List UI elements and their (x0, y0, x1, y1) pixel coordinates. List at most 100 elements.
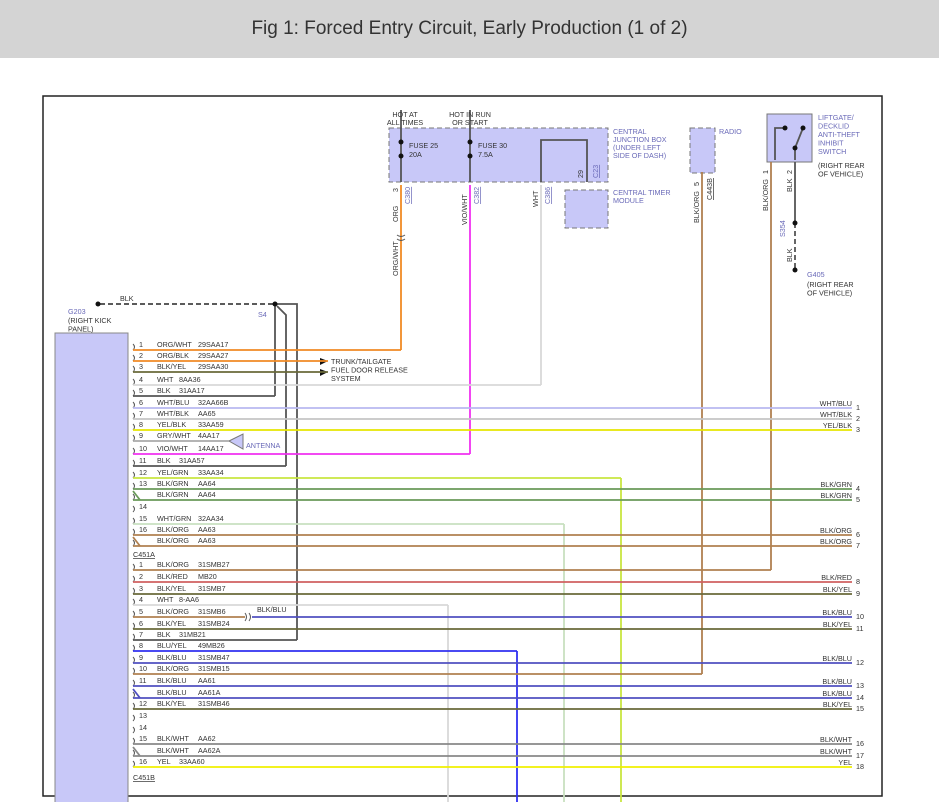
c380-pin: 3 (391, 188, 400, 192)
right-wire-color: BLK/YEL (823, 585, 852, 594)
trunk-release-label: TRUNK/TAILGATE (331, 357, 392, 366)
wire-color: BLU/YEL (157, 641, 187, 650)
right-pin-number: 6 (856, 530, 860, 539)
right-wire-color: BLK/ORG (820, 537, 852, 546)
pin-number: 3 (139, 584, 143, 593)
connector-pin-bracket (132, 726, 135, 734)
hot-at-all-times-label: ALL TIMES (387, 118, 424, 127)
liftgate-wire1-color: BLK/ORG (761, 179, 770, 211)
diagram-frame (42, 95, 883, 797)
g203-wire-color: BLK (120, 294, 134, 303)
right-wire-color: BLK/BLU (822, 689, 852, 698)
liftgate-switch-box (766, 113, 813, 163)
pin-number: 15 (139, 514, 147, 523)
pin-number: 10 (139, 444, 147, 453)
liftgate-wire2-color: BLK (785, 178, 794, 192)
right-wire-color: BLK/BLU (822, 654, 852, 663)
wire-color: BLK/BLU (157, 653, 187, 662)
cjb-label: (UNDER LEFT (613, 143, 661, 152)
circuit-id: 33AA34 (198, 468, 224, 477)
liftgate-pin1: 1 (761, 170, 770, 174)
liftgate-label: INHIBIT (818, 139, 844, 148)
trunk-release-label: SYSTEM (331, 374, 361, 383)
wire-blk-31mb21 (275, 303, 298, 640)
circuit-id: 31SMB27 (198, 560, 230, 569)
right-pin-number: 3 (856, 425, 860, 434)
circuit-id: 33AA59 (198, 420, 224, 429)
right-pin-number: 9 (856, 589, 860, 598)
connector-pin-bracket (132, 505, 135, 513)
right-pin-number: 13 (856, 681, 864, 690)
wire-color: ORG/BLK (157, 351, 189, 360)
circuit-id: 33AA60 (179, 757, 205, 766)
right-wire-color: BLK/WHT (820, 735, 853, 744)
wire-color: WHT/BLU (157, 398, 189, 407)
pin-number: 7 (139, 409, 143, 418)
pin-number: 13 (139, 711, 147, 720)
pin-number: 9 (139, 653, 143, 662)
pin-number: 5 (139, 386, 143, 395)
circuit-id: 31SMB7 (198, 584, 226, 593)
wire-color: BLK/RED (157, 572, 188, 581)
hot-in-run-label: HOT IN RUN (449, 110, 491, 119)
circuit-id: 8AA36 (179, 375, 201, 384)
right-pin-number: 12 (856, 658, 864, 667)
radio-wire-color: BLK/ORG (692, 191, 701, 223)
right-pin-number: 10 (856, 612, 864, 621)
fuse-25-rating: 20A (409, 150, 422, 159)
wire-color: VIO/WHT (157, 444, 188, 453)
c380-wire-color: ORG (391, 205, 400, 222)
right-wire-color: BLK/YEL (823, 620, 852, 629)
pin-number: 8 (139, 641, 143, 650)
right-wire-color: BLK/GRN (820, 491, 852, 500)
pin-number: 7 (139, 630, 143, 639)
right-wire-color: BLK/YEL (823, 700, 852, 709)
wire-color: WHT (157, 595, 174, 604)
inline-connector-icon (396, 234, 406, 241)
circuit-id: 31AA57 (179, 456, 205, 465)
right-pin-number: 17 (856, 751, 864, 760)
liftgate-label: SWITCH (818, 147, 846, 156)
right-pin-number: 7 (856, 541, 860, 550)
pin-number: 6 (139, 619, 143, 628)
splice-s4 (272, 301, 278, 307)
trunk-release-label: FUEL DOOR RELEASE (331, 366, 408, 375)
switch-contact (800, 125, 806, 131)
fuse-30-rating: 7.5A (478, 150, 493, 159)
wire-color: GRY/WHT (157, 431, 191, 440)
g405-location: OF VEHICLE) (807, 289, 852, 298)
pin-number: 10 (139, 664, 147, 673)
right-pin-number: 2 (856, 414, 860, 423)
g405-label: G405 (807, 270, 825, 279)
circuit-id: AA62A (198, 746, 221, 755)
circuit-id: 32AA66B (198, 398, 229, 407)
splice-s354-label: S354 (778, 220, 787, 237)
circuit-id: AA64 (198, 479, 216, 488)
circuit-id: 29SAA17 (198, 340, 228, 349)
liftgate-pin2: 2 (785, 170, 794, 174)
right-pin-number: 15 (856, 704, 864, 713)
fuse-terminal (467, 153, 473, 159)
wire-blk-31aa57 (276, 305, 287, 466)
fuse-terminal (467, 139, 473, 145)
wire-color: BLK/ORG (157, 525, 189, 534)
splice-wire-color: BLK/BLU (257, 605, 287, 614)
right-wire-color: BLK/BLU (822, 608, 852, 617)
antenna-label: ANTENNA (246, 441, 281, 450)
module-connector-body (54, 332, 129, 802)
right-wire-color: YEL/BLK (823, 421, 852, 430)
circuit-id: 29SAA30 (198, 362, 228, 371)
circuit-id: 4AA17 (198, 431, 220, 440)
pin-number: 11 (139, 456, 146, 465)
c386-wire-color: WHT (531, 190, 540, 207)
wire-color: BLK/WHT (157, 746, 190, 755)
right-pin-number: 14 (856, 693, 864, 702)
g405-wire-color: BLK (785, 248, 794, 262)
circuit-id: 32AA34 (198, 514, 224, 523)
wire-color: BLK/YEL (157, 699, 186, 708)
right-wire-color: YEL (838, 758, 852, 767)
fuse-30-label: FUSE 30 (478, 141, 507, 150)
pin-number: 15 (139, 734, 147, 743)
fuse-25-label: FUSE 25 (409, 141, 438, 150)
pin-number: 14 (139, 723, 147, 732)
